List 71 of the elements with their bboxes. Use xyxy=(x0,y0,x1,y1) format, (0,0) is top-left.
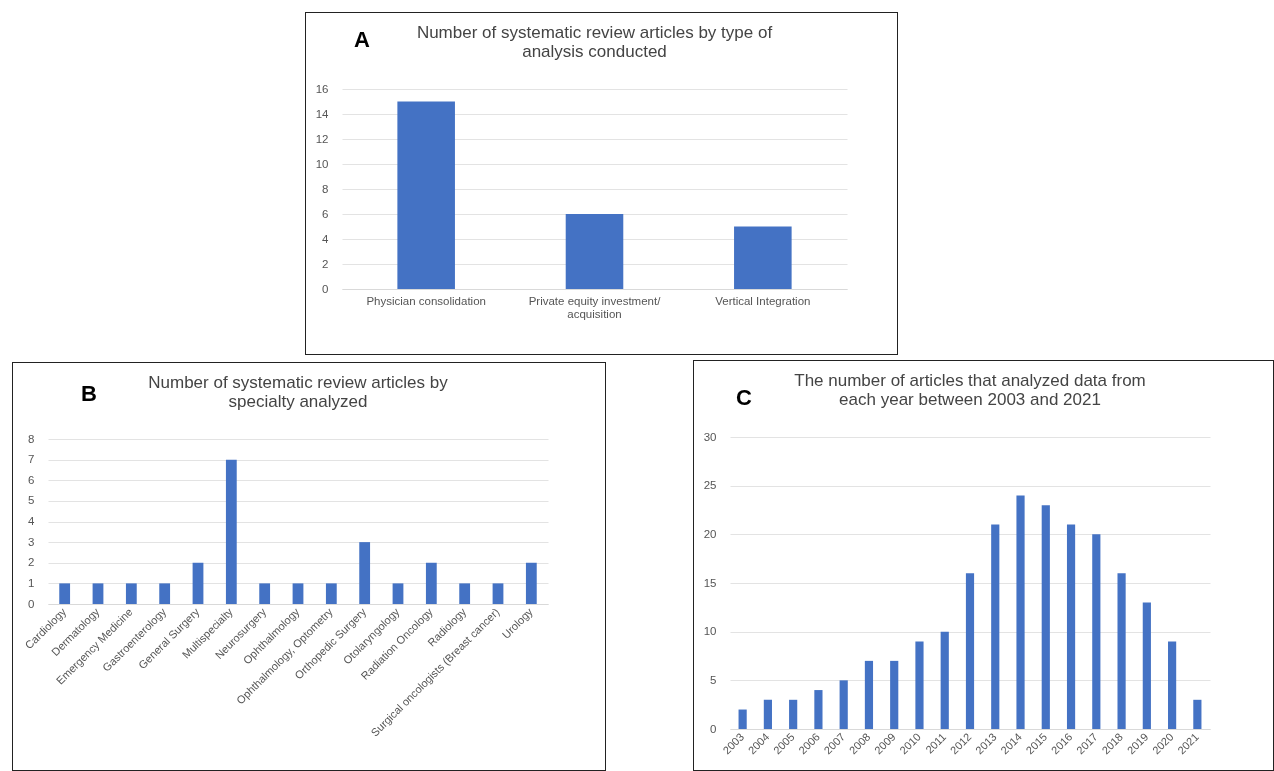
bar xyxy=(991,524,1000,729)
bar xyxy=(1193,699,1202,729)
bar xyxy=(915,641,924,729)
y-tick-label: 8 xyxy=(28,432,35,445)
bar xyxy=(192,562,204,604)
bar xyxy=(565,214,624,289)
y-tick-label: 3 xyxy=(28,535,35,548)
y-tick-label: 2 xyxy=(322,257,329,270)
bar xyxy=(359,542,371,604)
y-tick-label: 0 xyxy=(28,597,35,610)
bar xyxy=(459,583,471,604)
y-tick-label: 30 xyxy=(703,430,717,443)
text: B xyxy=(81,381,97,407)
chart-title: Number of systematic review articles by type of analysis conducted xyxy=(416,23,773,61)
y-tick-label: 6 xyxy=(28,473,35,486)
y-tick-label: 20 xyxy=(703,527,717,540)
text: C xyxy=(736,385,752,411)
bar xyxy=(325,583,337,604)
bar xyxy=(159,583,171,604)
bar xyxy=(738,709,747,729)
y-tick-label: 4 xyxy=(322,232,330,245)
y-tick-label: 25 xyxy=(703,479,717,492)
bar xyxy=(734,226,792,289)
bar xyxy=(59,583,71,604)
y-tick-label: 7 xyxy=(28,453,35,466)
bar xyxy=(1092,534,1101,729)
bar xyxy=(890,660,899,729)
bar xyxy=(1117,573,1126,729)
y-tick-label: 0 xyxy=(710,722,717,735)
y-tick-label: 5 xyxy=(28,494,35,507)
y-tick-label: 10 xyxy=(703,625,717,638)
bar xyxy=(1168,641,1177,729)
y-tick-label: 1 xyxy=(28,576,35,589)
bar xyxy=(864,660,874,729)
y-tick-label: 2 xyxy=(28,556,35,569)
bar xyxy=(1016,495,1025,729)
bar xyxy=(525,562,537,604)
bar xyxy=(225,459,237,604)
y-tick-label: 15 xyxy=(703,576,717,589)
y-tick-label: 4 xyxy=(28,515,36,527)
chart-title: Number of systematic review articles by specialty analyzed xyxy=(148,373,449,411)
bar xyxy=(92,583,104,604)
bar xyxy=(1142,602,1151,729)
bar xyxy=(492,583,504,604)
bar xyxy=(965,573,975,729)
bar xyxy=(940,631,949,729)
bar xyxy=(839,680,848,729)
y-tick-label: 5 xyxy=(710,673,717,686)
x-tick-label: Private equity investment/ acquisition xyxy=(528,294,662,320)
bar xyxy=(763,699,772,729)
y-tick-label: 14 xyxy=(315,107,330,120)
bar xyxy=(425,562,437,604)
y-tick-label: 12 xyxy=(315,132,329,145)
chart-title: The number of articles that analyzed data from each year between 2003 and 2021 xyxy=(794,371,1146,409)
y-tick-label: 8 xyxy=(322,182,329,195)
text: A xyxy=(354,27,370,53)
bar xyxy=(292,583,304,604)
bar xyxy=(125,583,137,604)
x-tick-label: Physician consolidation xyxy=(366,294,486,307)
y-tick-label: 10 xyxy=(315,157,329,170)
bar xyxy=(814,690,823,729)
x-tick-label: Vertical Integration xyxy=(715,294,811,307)
bar xyxy=(789,699,798,729)
bar xyxy=(1041,505,1050,729)
y-tick-label: 16 xyxy=(315,82,329,95)
y-tick-label: 6 xyxy=(322,207,329,220)
bar xyxy=(259,583,271,604)
bar xyxy=(392,583,404,604)
y-tick-label: 0 xyxy=(322,282,329,295)
bar xyxy=(1066,524,1076,729)
bar xyxy=(397,101,455,289)
